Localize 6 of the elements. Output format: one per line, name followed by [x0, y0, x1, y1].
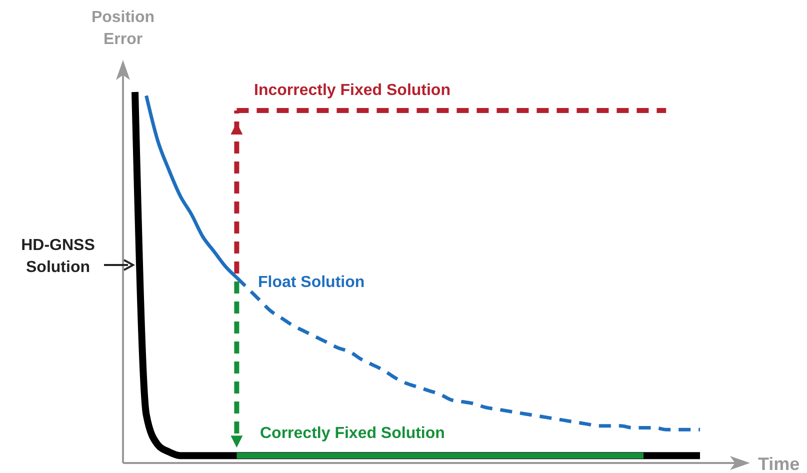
series-label: Float Solution — [258, 274, 365, 291]
x-axis-title: Time — [758, 454, 800, 473]
y-axis-title: Position Error — [91, 9, 155, 48]
legend-label: Correctly Fixed Solution — [260, 425, 445, 442]
series-label: Incorrectly Fixed Solution — [254, 82, 450, 99]
text: HD-GNSS Solution — [21, 237, 96, 276]
